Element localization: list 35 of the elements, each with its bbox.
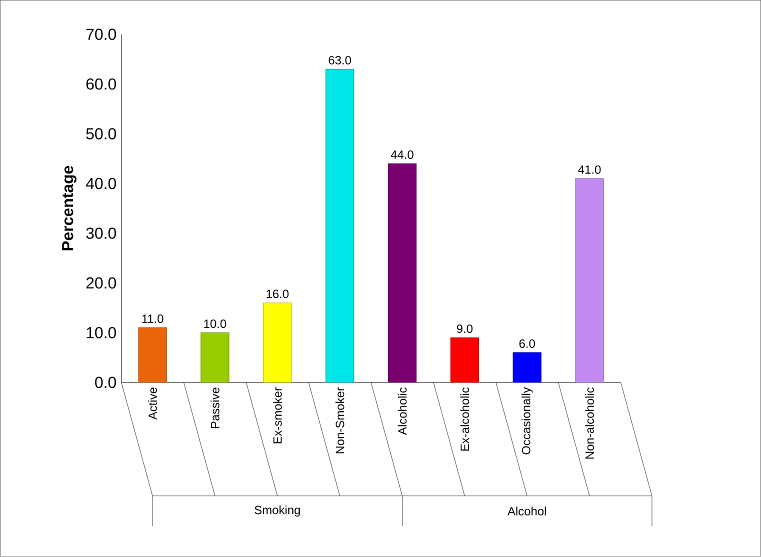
x-tick-label: Non-alcoholic [585,388,594,459]
y-tick-label: 40.0 [86,178,116,190]
y-tick-label: 70.0 [86,28,116,40]
x-tick-label: Passive [210,388,220,428]
data-label: 16.0 [266,290,289,298]
data-label: 41.0 [578,165,601,174]
text: Smoking [254,506,300,517]
bar [388,163,417,383]
bar [326,69,354,383]
y-tick-label: 0.0 [95,376,116,388]
bar [200,332,230,383]
data-label: 44.0 [390,150,414,160]
data-label: 11.0 [142,314,164,324]
bar [263,302,292,383]
x-tick-label: Ex-smoker [273,387,282,444]
y-axis-title: Percentage [62,166,76,250]
y-tick-label: 30.0 [86,228,116,240]
data-label: 6.0 [519,340,535,348]
x-tick-label: Ex-alcoholic [460,388,470,451]
bar [138,328,167,383]
data-label: 10.0 [204,320,226,328]
y-tick-label: 50.0 [86,128,116,140]
bar [575,178,604,383]
bar [512,352,542,383]
x-tick-label: Non-Smoker [335,387,344,454]
data-label: 63.0 [328,56,352,65]
x-tick-label: Active [148,388,157,420]
data-label: 9.0 [456,324,473,334]
text: Alcohol [508,506,546,516]
x-tick-label: Occasionally [522,387,533,455]
bar [450,338,479,383]
x-tick-label: Alcoholic [398,388,407,436]
y-tick-label: 20.0 [86,277,116,289]
y-tick-label: 10.0 [86,327,116,338]
y-tick-label: 60.0 [86,78,116,90]
